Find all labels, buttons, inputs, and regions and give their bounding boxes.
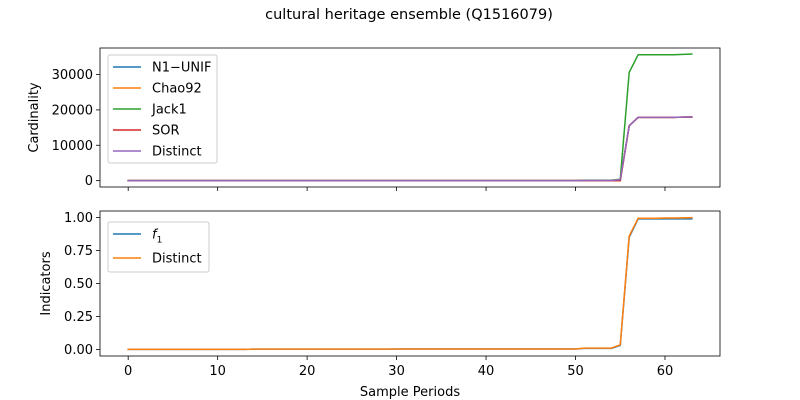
series-line-1-0 bbox=[127, 218, 693, 351]
x-tick-label: 60 bbox=[657, 364, 674, 379]
x-tick-label: 30 bbox=[388, 364, 405, 379]
y-tick-label: 1.00 bbox=[64, 211, 93, 226]
x-tick-label: 40 bbox=[478, 364, 495, 379]
legend-label: Chao92 bbox=[152, 82, 202, 97]
y-tick-label: 0.25 bbox=[64, 310, 93, 325]
y-axis-label: Indicators bbox=[39, 251, 54, 315]
y-axis-label: Cardinality bbox=[27, 82, 42, 153]
x-axis-label: Sample Periods bbox=[360, 385, 460, 400]
y-tick-label: 30000 bbox=[52, 68, 93, 83]
y-tick-label: 0.75 bbox=[64, 244, 93, 259]
y-tick-label: 10000 bbox=[52, 139, 93, 154]
x-tick-label: 0 bbox=[124, 364, 132, 379]
legend-label: f1 bbox=[152, 228, 162, 246]
legend-label: SOR bbox=[152, 124, 180, 139]
legend: f1 Distinct bbox=[107, 221, 210, 273]
y-tick-label: 0.50 bbox=[64, 277, 93, 292]
axes-frame bbox=[99, 47, 721, 188]
legend-frame bbox=[107, 54, 218, 164]
y-tick-label: 20000 bbox=[52, 103, 93, 118]
y-tick-label: 0.00 bbox=[64, 343, 93, 358]
legend-label: Distinct bbox=[152, 252, 202, 267]
figure-title: cultural heritage ensemble (Q1516079) bbox=[265, 7, 553, 23]
legend-label: Distinct bbox=[152, 145, 202, 160]
series-line-0-4 bbox=[127, 116, 693, 182]
legend-label: Jack1 bbox=[151, 103, 187, 118]
x-tick-label: 50 bbox=[567, 364, 584, 379]
legend-label: N1−UNIF bbox=[152, 61, 211, 76]
legend: N1−UNIF Chao92 Jack1 SOR Distinct bbox=[107, 54, 218, 164]
series-line-1-1 bbox=[127, 216, 693, 351]
x-tick-label: 20 bbox=[299, 364, 316, 379]
x-tick-label: 10 bbox=[209, 364, 226, 379]
indicators-panel: 0 10 20 30 40 50 60 0.00 0.25 0.50 0.75 1.00 Indicat… bbox=[39, 210, 721, 400]
y-tick-label: 0 bbox=[85, 174, 93, 189]
cardinality-panel: 0 10000 20000 30000 Cardinality N1−UNIF Chao92… bbox=[27, 47, 721, 191]
